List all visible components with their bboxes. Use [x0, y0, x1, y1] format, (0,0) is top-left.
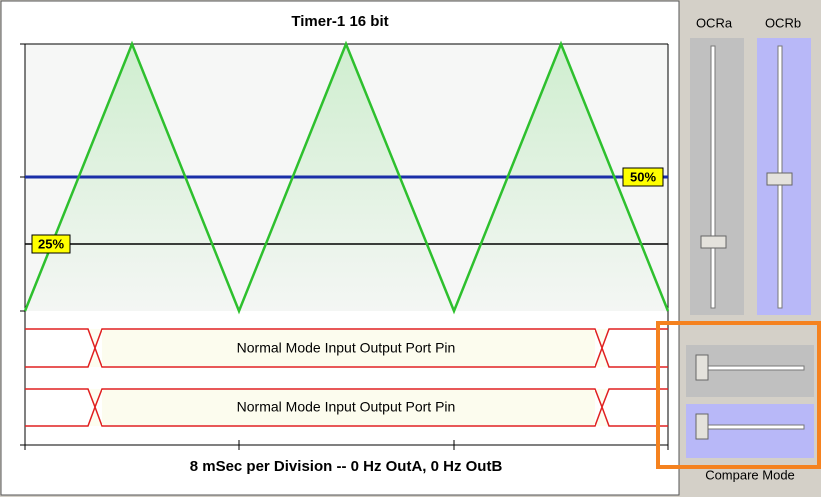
lane-fill: [102, 330, 595, 366]
lanes: [25, 328, 668, 427]
control-label: Compare Mode: [705, 467, 795, 482]
compare-a-slider[interactable]: [695, 354, 709, 381]
marker-bg: [31, 234, 71, 254]
highlight-box: [656, 321, 821, 469]
control-label: OCRb: [765, 15, 801, 30]
control-label: OCRa: [696, 15, 733, 30]
lane-label: Normal Mode Input Output Port Pin: [237, 399, 456, 415]
lane-label: Normal Mode Input Output Port Pin: [237, 340, 456, 356]
ocra-track: [710, 45, 716, 309]
ocra-track-bg: [690, 38, 744, 315]
marker-label: 25%: [38, 236, 64, 251]
compare-b-slider[interactable]: [695, 413, 709, 440]
scope-footer: 8 mSec per Division -- 0 Hz OutA, 0 Hz O…: [190, 458, 503, 475]
lane-fill: [102, 390, 595, 425]
compare-b-track: [697, 424, 805, 430]
scope-title: Timer-1 16 bit: [291, 13, 388, 30]
marker-label: 50%: [630, 169, 656, 184]
ocrb-slider[interactable]: [766, 172, 793, 186]
compare-a-track: [697, 365, 805, 371]
ocra-slider[interactable]: [700, 235, 727, 249]
marker-bg: [622, 167, 664, 187]
timer-wave: [23, 40, 670, 315]
